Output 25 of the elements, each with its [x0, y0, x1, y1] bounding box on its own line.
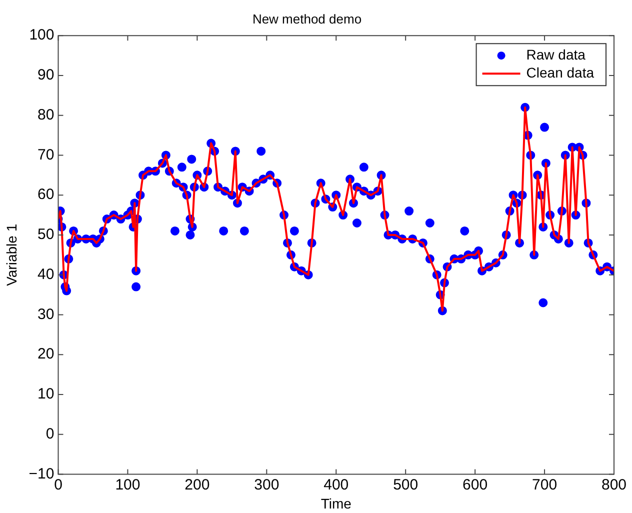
y-tick-label: 70: [38, 146, 54, 164]
legend-label: Raw data: [526, 46, 586, 62]
x-tick-label: 600: [462, 476, 488, 494]
y-tick-label: 60: [38, 186, 54, 204]
y-tick-label: 0: [46, 425, 54, 442]
y-tick-label: 100: [29, 26, 54, 44]
legend-label: Clean data: [526, 64, 594, 80]
y-axis-title: Variable 1: [3, 224, 20, 286]
x-axis-title: Time: [320, 495, 352, 512]
y-tick-label: 20: [38, 346, 54, 363]
x-tick-label: 700: [532, 476, 558, 494]
y-tick-label: 50: [38, 226, 54, 244]
y-tick-label: −10: [28, 465, 54, 482]
x-tick-label: 200: [184, 476, 210, 494]
x-tick-label: 300: [254, 476, 280, 494]
y-tick-label: 30: [38, 306, 54, 323]
y-tick-label: 90: [38, 66, 54, 84]
chart-title: New method demo: [252, 11, 362, 26]
y-tick-label: 80: [38, 106, 54, 124]
y-tick-label: 40: [38, 266, 54, 283]
x-tick-label: 500: [393, 476, 418, 494]
x-tick-label: 800: [601, 476, 627, 494]
y-tick-label: 10: [38, 386, 54, 403]
x-tick-label: 100: [115, 476, 140, 494]
x-tick-label: 400: [324, 476, 349, 494]
